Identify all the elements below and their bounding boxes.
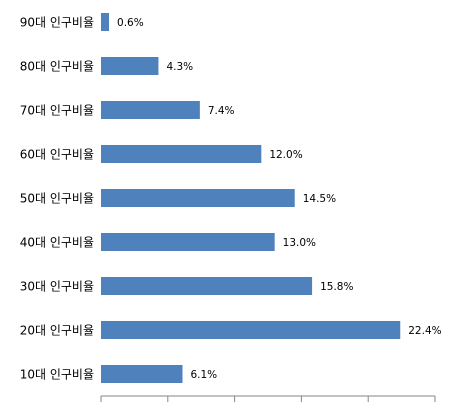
y-tick-label: 10대 인구비율 xyxy=(20,368,94,382)
value-label: 4.3% xyxy=(166,61,193,73)
bar xyxy=(101,233,275,251)
value-label: 6.1% xyxy=(190,369,217,381)
value-label: 12.0% xyxy=(269,149,302,161)
y-tick-label: 70대 인구비율 xyxy=(20,104,94,118)
y-tick-label: 60대 인구비율 xyxy=(20,148,94,162)
bar xyxy=(101,189,295,207)
bar xyxy=(101,277,313,295)
value-label: 15.8% xyxy=(320,281,353,293)
bar xyxy=(101,365,183,383)
y-tick-label: 20대 인구비율 xyxy=(20,324,94,338)
y-tick-label: 50대 인구비율 xyxy=(20,192,94,206)
bar xyxy=(101,57,159,75)
y-tick-label: 90대 인구비율 xyxy=(20,16,94,30)
y-tick-label: 30대 인구비율 xyxy=(20,280,94,294)
bar xyxy=(101,145,262,163)
y-tick-label: 80대 인구비율 xyxy=(20,60,94,74)
value-label: 14.5% xyxy=(303,193,336,205)
value-label: 13.0% xyxy=(283,237,316,249)
value-label: 7.4% xyxy=(208,105,235,117)
bar xyxy=(101,321,401,339)
value-label: 22.4% xyxy=(408,325,441,337)
value-label: 0.6% xyxy=(117,17,144,29)
bar xyxy=(101,101,200,119)
bar xyxy=(101,13,110,31)
y-tick-label: 40대 인구비율 xyxy=(20,236,94,250)
